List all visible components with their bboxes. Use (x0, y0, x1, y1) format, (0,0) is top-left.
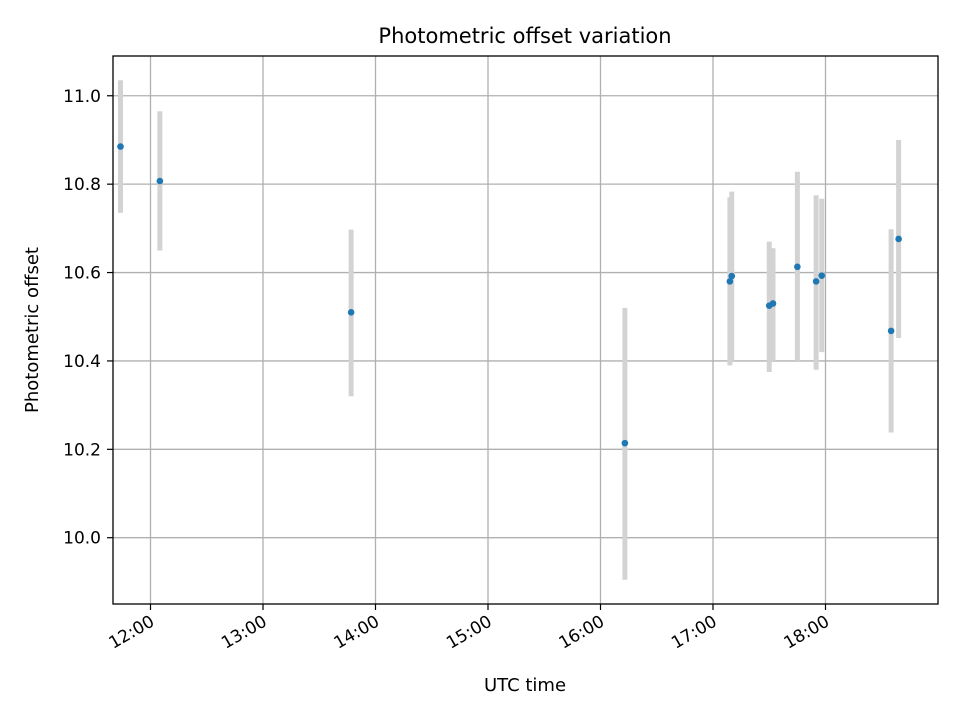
data-point (887, 327, 895, 335)
data-point (156, 177, 164, 185)
data-point (794, 263, 801, 271)
data-point (347, 309, 355, 316)
data-point (812, 278, 820, 285)
grid (113, 56, 938, 604)
y-tick-label: 10.6 (63, 264, 101, 284)
y-axis-ticks: 10.0 10.2 10.4 10.6 10.8 11.0 (63, 87, 113, 549)
data-point (895, 235, 902, 243)
data-point (726, 278, 734, 285)
y-tick-label: 10.0 (63, 529, 101, 549)
data-point (117, 143, 124, 150)
y-axis-label: Photometric offset (22, 247, 43, 413)
data-point (769, 300, 777, 307)
chart-title: Photometric offset variation (378, 24, 671, 48)
y-tick-label: 10.2 (63, 440, 101, 460)
x-axis-label: UTC time (484, 675, 566, 696)
plot-frame (112, 55, 939, 605)
data-point (728, 272, 736, 280)
data-point (621, 439, 629, 447)
y-tick-label: 11.0 (63, 87, 101, 107)
data-points (117, 143, 902, 447)
data-point (818, 272, 826, 279)
y-tick-label: 10.4 (63, 352, 101, 372)
y-tick-label: 10.8 (63, 175, 101, 195)
